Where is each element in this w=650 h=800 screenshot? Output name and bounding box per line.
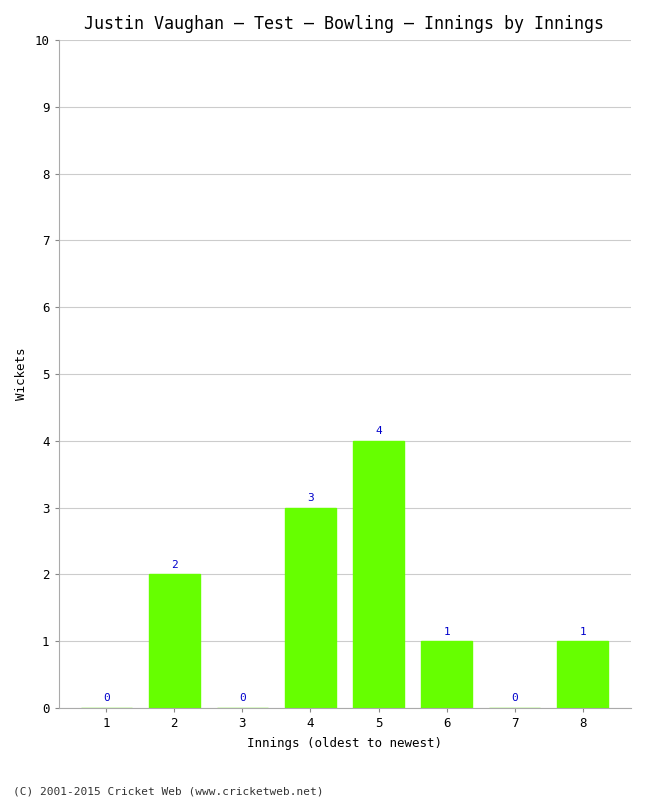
- Bar: [285, 508, 336, 708]
- Bar: [557, 642, 608, 708]
- Text: (C) 2001-2015 Cricket Web (www.cricketweb.net): (C) 2001-2015 Cricket Web (www.cricketwe…: [13, 786, 324, 796]
- Title: Justin Vaughan – Test – Bowling – Innings by Innings: Justin Vaughan – Test – Bowling – Inning…: [84, 15, 604, 33]
- Text: 4: 4: [375, 426, 382, 436]
- Text: 1: 1: [443, 626, 450, 637]
- X-axis label: Innings (oldest to newest): Innings (oldest to newest): [247, 737, 442, 750]
- Text: 0: 0: [103, 694, 110, 703]
- Y-axis label: Wickets: Wickets: [14, 348, 27, 400]
- Text: 2: 2: [171, 560, 177, 570]
- Text: 1: 1: [579, 626, 586, 637]
- Text: 0: 0: [512, 694, 518, 703]
- Bar: [149, 574, 200, 708]
- Text: 3: 3: [307, 493, 314, 503]
- Bar: [421, 642, 472, 708]
- Text: 0: 0: [239, 694, 246, 703]
- Bar: [353, 441, 404, 708]
